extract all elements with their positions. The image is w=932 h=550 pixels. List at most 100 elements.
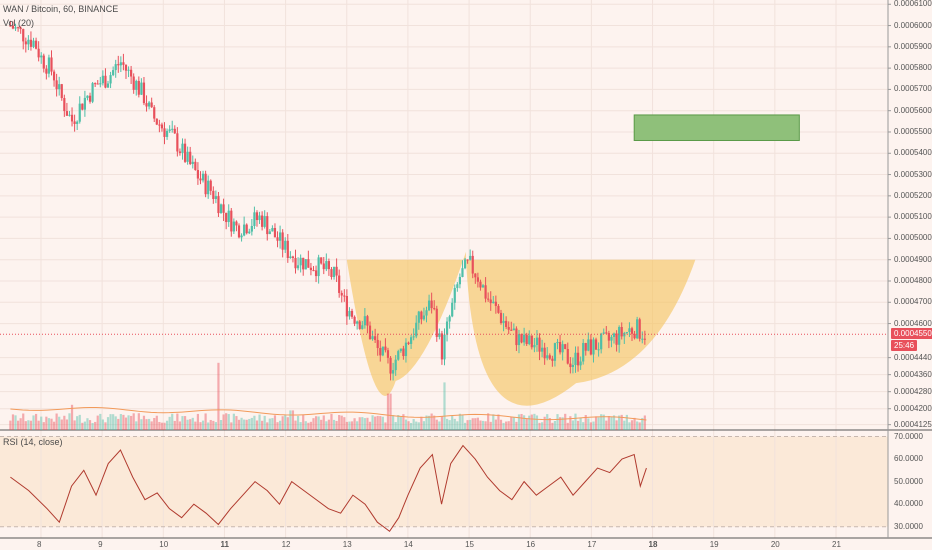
candle-body (22, 29, 25, 42)
y-tick-label: 0.0005100 (894, 212, 932, 222)
volume-bar (458, 413, 462, 430)
candle-body (487, 298, 490, 300)
candle-body (438, 333, 441, 337)
volume-bar (127, 415, 130, 430)
candle-body (127, 69, 130, 71)
x-tick-label: 19 (709, 540, 719, 549)
volume-bar (11, 414, 15, 430)
volume-bar (17, 420, 20, 430)
candle-body (538, 337, 541, 352)
target-zone-box (633, 114, 800, 141)
candle-body (561, 344, 564, 353)
volume-bar (268, 418, 271, 430)
volume-bar (263, 415, 266, 430)
volume-bar (558, 417, 562, 430)
candle-body (481, 285, 485, 288)
candle-body (214, 196, 217, 199)
candle-body (135, 80, 138, 90)
candle-body (399, 348, 402, 352)
candle-body (615, 333, 618, 345)
volume-bar (281, 416, 284, 430)
rsi-indicator-label: RSI (14, close) (3, 437, 63, 447)
candle-body (132, 76, 135, 90)
volume-bar (510, 416, 513, 430)
volume-bar (304, 421, 307, 430)
volume-bar (96, 415, 99, 430)
candle-body (109, 75, 112, 84)
candle-body (374, 336, 377, 340)
volume-bar (374, 416, 377, 430)
candle-body (420, 311, 423, 320)
volume-bar (266, 422, 269, 430)
candle-body (332, 266, 336, 277)
candle-body (517, 334, 521, 346)
volume-bar (589, 422, 592, 430)
candle-body (543, 347, 546, 359)
candle-body (68, 114, 71, 116)
candle-body (291, 256, 295, 258)
volume-bar (94, 421, 97, 430)
candle-body (183, 143, 187, 162)
candle-body (445, 321, 449, 335)
candle-body (625, 332, 628, 334)
y-tick-label: 0.0004900 (894, 254, 932, 264)
rsi-tick-label: 40.0000 (894, 499, 923, 509)
volume-bar (538, 422, 541, 430)
candle-body (515, 328, 518, 346)
volume-bar (576, 420, 580, 430)
volume-bar (68, 413, 71, 430)
candle-body (153, 107, 156, 119)
volume-bar (273, 415, 277, 430)
volume-bar (253, 415, 256, 430)
candle-body (81, 103, 84, 110)
candle-body (566, 348, 569, 364)
candle-body (47, 57, 51, 74)
candle-body (389, 357, 392, 374)
candle-body (181, 143, 184, 153)
volume-bar (320, 419, 323, 430)
candle-body (148, 102, 151, 107)
volume-bar (356, 421, 359, 430)
x-tick-label: 8 (36, 540, 42, 549)
volume-bar (425, 415, 428, 430)
candle-body (94, 83, 97, 85)
volume-bar (248, 418, 251, 430)
volume-bar (214, 422, 217, 430)
volume-bar (371, 415, 374, 430)
candle-body (19, 27, 22, 30)
volume-bar (512, 417, 515, 430)
candle-body (451, 302, 454, 317)
candle-body (533, 344, 536, 348)
candle-body (240, 235, 243, 238)
volume-bar (307, 422, 310, 430)
cup-and-handle-pattern (346, 251, 696, 406)
candle-body (255, 212, 259, 221)
volume-bar (34, 413, 38, 430)
x-tick-label: 17 (587, 540, 597, 549)
candle-body (55, 80, 58, 90)
candle-body (345, 295, 348, 317)
candle-body (248, 231, 251, 234)
volume-bar (222, 414, 225, 430)
volume-bar (140, 419, 143, 430)
candle-body (96, 83, 99, 85)
volume-bar (479, 420, 482, 430)
candle-body (237, 225, 241, 238)
candle-body (294, 257, 297, 269)
volume-bar (600, 414, 603, 430)
volume-bar (104, 422, 107, 430)
candle-body (117, 64, 120, 66)
candle-body (628, 328, 631, 333)
y-tick-label: 0.0006100 (894, 0, 932, 9)
volume-bar (456, 421, 459, 430)
volume-bar (404, 419, 408, 430)
volume-bar (22, 413, 25, 430)
candle-body (78, 103, 81, 122)
volume-bar (194, 421, 197, 430)
volume-bar (389, 393, 392, 430)
candle-body (448, 316, 451, 322)
volume-bar (361, 417, 364, 430)
candle-body (638, 319, 641, 339)
volume-bar (78, 414, 81, 430)
